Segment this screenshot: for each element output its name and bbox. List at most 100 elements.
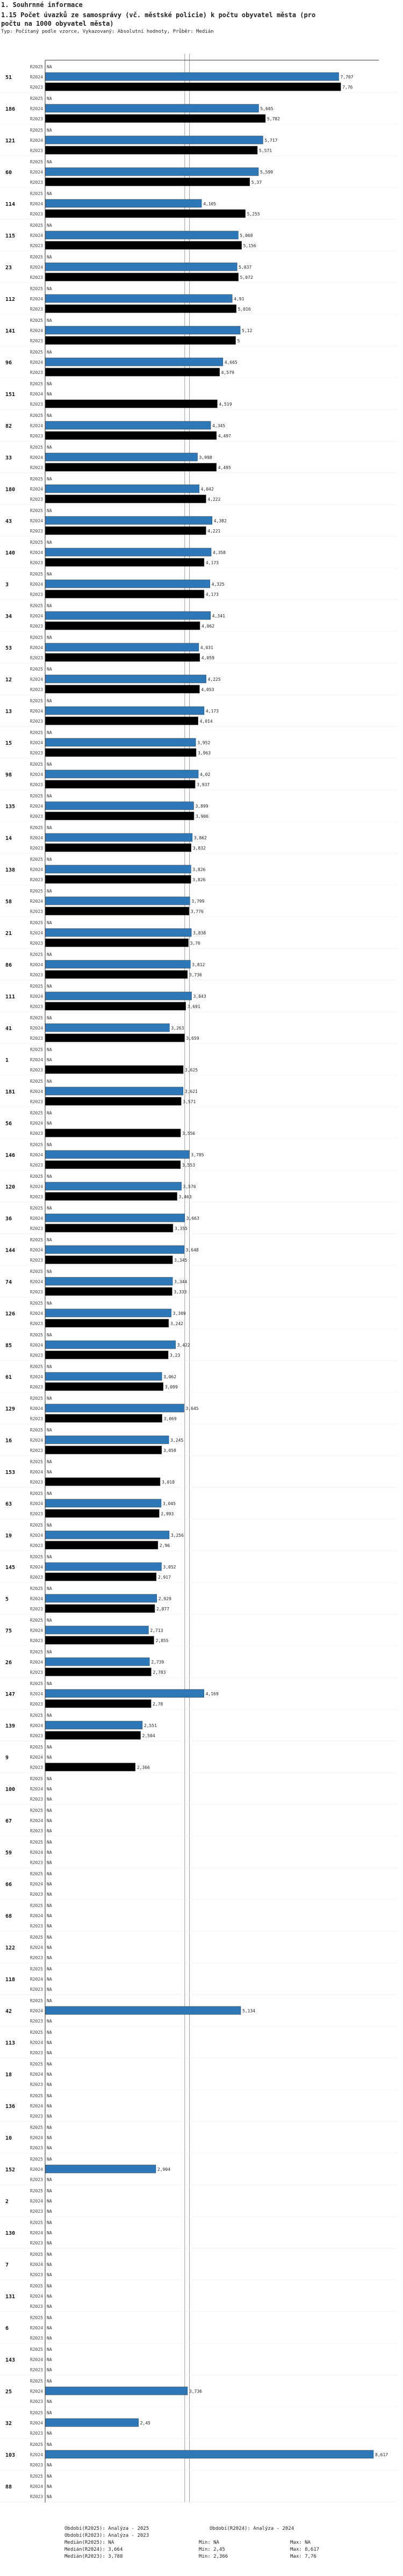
series-label: R2025 — [30, 508, 43, 513]
group-label: 68 — [5, 1913, 12, 1919]
na-label: NA — [47, 1713, 52, 1718]
bar-r2023 — [45, 1002, 186, 1011]
bar-r2023 — [45, 589, 205, 599]
series-label: R2024 — [30, 265, 43, 270]
na-label: NA — [47, 1924, 52, 1929]
value-label: 4,173 — [206, 560, 219, 565]
na-label: NA — [47, 1797, 52, 1802]
value-label: 5,037 — [239, 265, 251, 270]
group-label: 147 — [5, 1692, 15, 1697]
group-label: 143 — [5, 2357, 15, 2363]
chart-title-line-1: 1.15 Počet úvazků ze samosprávy (vč. měs… — [1, 11, 316, 19]
bar-r2024 — [45, 2164, 156, 2174]
bar-r2024 — [45, 1086, 184, 1096]
group-label: 6 — [5, 2326, 9, 2332]
value-label: 2,96 — [160, 1543, 170, 1548]
na-label: NA — [47, 1269, 52, 1274]
series-label: R2024 — [30, 1565, 43, 1570]
series-label: R2025 — [30, 1111, 43, 1116]
series-label: R2025 — [30, 2315, 43, 2320]
na-label: NA — [47, 1428, 52, 1433]
series-label: R2024 — [30, 1153, 43, 1157]
bar-r2024 — [45, 1023, 170, 1032]
series-label: R2023 — [30, 782, 43, 787]
value-label: 3,785 — [191, 1153, 204, 1157]
series-label: R2023 — [30, 1099, 43, 1104]
group-label: 9 — [5, 1755, 9, 1761]
value-label: 3,838 — [193, 931, 206, 936]
na-label: NA — [47, 2304, 52, 2309]
value-label: 3,663 — [186, 1216, 199, 1221]
series-label: R2025 — [30, 730, 43, 735]
value-label: 3,355 — [175, 1226, 188, 1231]
series-label: R2024 — [30, 328, 43, 333]
na-label: NA — [47, 1850, 52, 1855]
footer-median-r2024: Medián(R2024): 3,664 — [64, 2547, 123, 2552]
series-label: R2024 — [30, 2009, 43, 2013]
group-label: 67 — [5, 1818, 12, 1824]
na-label: NA — [47, 2347, 52, 2352]
series-label: R2024 — [30, 2104, 43, 2109]
bar-r2024 — [45, 516, 213, 525]
value-label: 4,222 — [207, 497, 220, 502]
na-label: NA — [47, 1470, 52, 1474]
na-label: NA — [47, 1333, 52, 1337]
na-label: NA — [47, 540, 52, 545]
bar-r2024 — [45, 135, 263, 145]
series-label: R2023 — [30, 877, 43, 882]
series-label: R2025 — [30, 1333, 43, 1337]
na-label: NA — [47, 1396, 52, 1401]
series-label: R2024 — [30, 772, 43, 777]
group-label: 82 — [5, 423, 12, 429]
series-label: R2023 — [30, 2177, 43, 2182]
series-label: R2023 — [30, 2209, 43, 2214]
bar-r2023 — [45, 653, 200, 662]
series-label: R2023 — [30, 1353, 43, 1358]
group-label: 61 — [5, 1375, 12, 1380]
value-label: 3,245 — [170, 1438, 183, 1443]
group-label: 58 — [5, 899, 12, 905]
group-label: 51 — [5, 75, 12, 81]
bar-r2024 — [45, 167, 259, 176]
series-label: R2023 — [30, 2146, 43, 2150]
value-label: 3,621 — [185, 1089, 198, 1094]
series-label: R2025 — [30, 191, 43, 196]
series-label: R2025 — [30, 1301, 43, 1306]
series-label: R2024 — [30, 2294, 43, 2299]
bar-r2023 — [45, 431, 217, 440]
na-label: NA — [47, 952, 52, 957]
series-label: R2023 — [30, 1892, 43, 1897]
na-label: NA — [47, 508, 52, 513]
series-label: R2025 — [30, 603, 43, 608]
bar-r2024 — [45, 421, 211, 430]
value-label: 3,691 — [188, 1004, 200, 1009]
na-label: NA — [47, 1681, 52, 1686]
series-label: R2024 — [30, 455, 43, 460]
na-label: NA — [47, 635, 52, 640]
value-label: 2,739 — [151, 1660, 164, 1665]
group-label: 181 — [5, 1089, 15, 1095]
group-label: 14 — [5, 836, 12, 841]
series-label: R2024 — [30, 709, 43, 714]
na-label: NA — [47, 2125, 52, 2130]
series-label: R2023 — [30, 1004, 43, 1009]
bar-r2023 — [45, 1414, 162, 1423]
value-label: 5,255 — [247, 212, 260, 217]
value-label: 3,263 — [171, 1026, 184, 1031]
group-label: 126 — [5, 1311, 15, 1317]
series-label: R2023 — [30, 2241, 43, 2246]
value-label: 7,76 — [342, 85, 352, 90]
bar-r2024 — [45, 199, 202, 208]
na-label: NA — [47, 2199, 52, 2204]
series-label: R2024 — [30, 1977, 43, 1982]
series-label: R2025 — [30, 64, 43, 69]
value-label: 4,059 — [202, 656, 214, 660]
series-label: R2023 — [30, 1543, 43, 1548]
bar-r2023 — [45, 368, 220, 377]
bar-r2024 — [45, 2006, 241, 2015]
series-label: R2025 — [30, 223, 43, 228]
value-label: 3,826 — [192, 877, 205, 882]
na-label: NA — [47, 1237, 52, 1242]
group-label: 2 — [5, 2199, 9, 2205]
series-label: R2024 — [30, 614, 43, 618]
